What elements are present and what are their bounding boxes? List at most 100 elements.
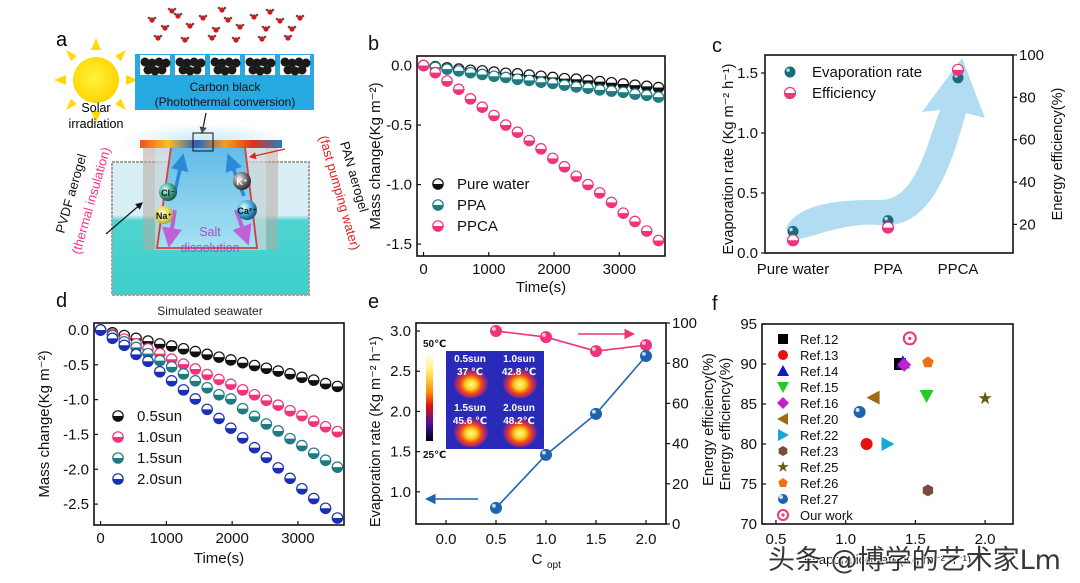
point-ref-23 (922, 484, 934, 497)
marker-fill (261, 424, 272, 430)
oxygen-atom (237, 24, 243, 30)
marker-highlight (786, 68, 790, 72)
data-point (248, 388, 261, 401)
marker-fill (249, 394, 260, 400)
ion-na: Na⁺ (155, 206, 173, 224)
marker-fill (432, 205, 444, 211)
legend-label: Ref.12 (800, 332, 838, 347)
carbon-particle (157, 65, 167, 75)
photothermal-label: (Photothermal conversion) (155, 95, 296, 109)
data-point (225, 378, 237, 391)
data-point (590, 345, 602, 358)
panel-label-f: f (712, 293, 718, 315)
marker-fill (332, 467, 343, 473)
efficiency-line (495, 330, 647, 352)
x-axis-label: Time(s) (516, 279, 566, 296)
panel-b-chart: b 0 1000 2000 3000 0.0 -0.5 -1.0 -1.5 Time(s) Mass… (367, 33, 666, 296)
legend-label: Ref.25 (800, 460, 838, 475)
data-point (488, 70, 500, 83)
oxygen-atom (149, 17, 155, 23)
svg-text:Ca²⁺: Ca²⁺ (237, 206, 257, 216)
carbon-particle (196, 58, 206, 68)
marker-fill (500, 125, 511, 131)
marker-fill (512, 79, 523, 85)
legend-label: Ref.14 (800, 364, 838, 379)
oxygen-atom (263, 26, 269, 32)
marker-pentagon (922, 356, 934, 368)
data-point (284, 404, 296, 417)
y-tick-label: 0.5 (737, 185, 758, 202)
legend: Ref.12Ref.13Ref.14Ref.15Ref.16Ref.20Ref.… (777, 332, 853, 523)
legend-label: Ref.15 (800, 380, 838, 395)
y-right-tick-label: 100 (672, 315, 697, 332)
y-right-tick-label: 80 (672, 355, 689, 372)
legend-marker (778, 429, 789, 441)
thermal-hotspot (454, 417, 488, 447)
y-right-tick-label: 60 (1019, 132, 1036, 149)
hydrogen-atom (241, 23, 245, 27)
thermal-image: 2.0sun 48.2℃ (495, 400, 544, 449)
marker-ball (640, 339, 652, 352)
panel-label-c: c (712, 35, 722, 57)
marker-highlight (491, 327, 496, 331)
y-tick-label: 75 (740, 476, 757, 493)
oxygen-atom (267, 9, 273, 15)
trend-arrow (786, 58, 985, 240)
carbon-particle (210, 57, 220, 67)
legend-label: 0.5sun (137, 408, 182, 425)
marker-fill (273, 467, 284, 474)
series-2.0sun (94, 324, 344, 524)
hydrogen-atom (186, 36, 190, 40)
data-point (331, 512, 344, 524)
data-point (511, 126, 524, 138)
marker-fill (594, 192, 605, 199)
marker-fill (524, 140, 535, 146)
hydrogen-atom (223, 6, 227, 10)
marker-fill (178, 364, 189, 370)
oxygen-atom (297, 15, 303, 21)
sun-icon (54, 38, 138, 123)
y-tick-label: -0.5 (63, 357, 89, 374)
marker-fill (308, 380, 319, 386)
data-point (177, 384, 190, 396)
x-tick-label: 2000 (215, 530, 248, 547)
thermal-sun-label: 0.5sun (454, 354, 486, 365)
hydrogen-atom (217, 26, 221, 30)
x-tick-label: 3000 (281, 530, 314, 547)
marker-fill (261, 368, 272, 374)
carbon-particle (178, 65, 188, 75)
marker-fill (166, 366, 177, 373)
hydrogen-atom (179, 12, 183, 16)
marker-fill (130, 354, 142, 360)
oxygen-atom (209, 35, 215, 41)
marker-fill (178, 348, 189, 354)
y-tick-label: 95 (740, 316, 757, 333)
marker-ball (853, 406, 866, 418)
y-axis-label: Evaporation rate (Kg m⁻² h⁻¹) (368, 336, 384, 527)
hydrogen-atom (198, 14, 202, 18)
watermark: 头条 @博学的艺术家Lm (768, 545, 1061, 576)
marker-fill (441, 69, 453, 75)
marker-fill (178, 389, 189, 396)
legend-label: PPA (457, 197, 486, 214)
plot-frame (761, 323, 1014, 525)
x-tick-label: 1.5 (586, 531, 607, 548)
oxygen-atom (219, 7, 225, 13)
marker-fill (618, 92, 629, 98)
carbon-particle (182, 58, 192, 68)
oxygen-atom (155, 35, 161, 41)
marker-fill (320, 508, 331, 514)
marker-fill (201, 387, 213, 393)
hydrogen-atom (167, 7, 171, 11)
marker-fill (641, 95, 652, 101)
thermal-image: 0.5sun 37 ℃ (446, 351, 495, 400)
marker-fill (201, 409, 213, 415)
marker-highlight (541, 450, 546, 455)
legend-marker (432, 199, 444, 211)
carbon-particle (266, 58, 276, 68)
marker-star (978, 391, 992, 405)
legend-label: Evaporation rate (812, 64, 922, 81)
y-right-tick-label: 20 (1019, 216, 1036, 233)
marker-fill (606, 91, 617, 97)
hydrogen-atom (289, 34, 293, 38)
